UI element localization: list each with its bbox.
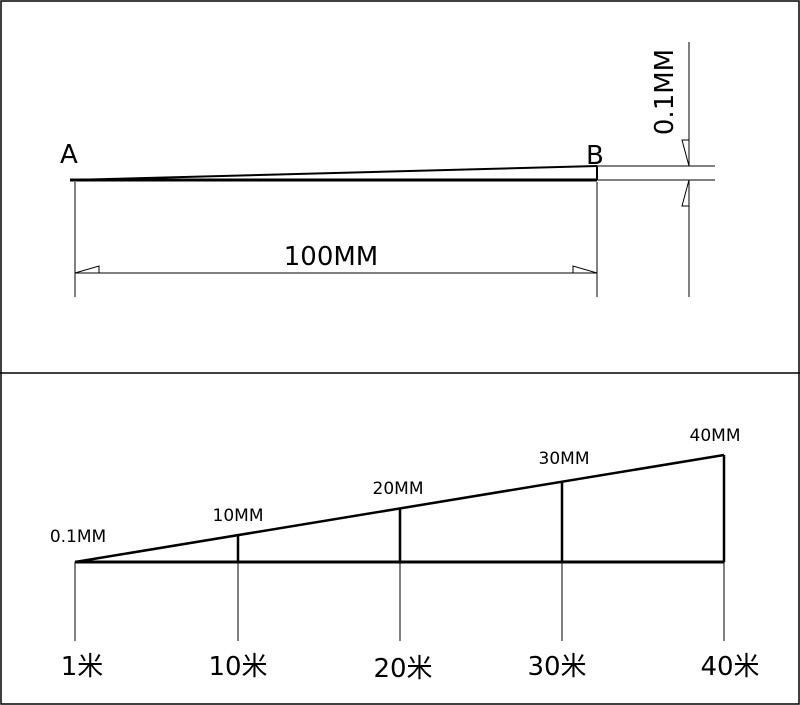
point-b-label: B xyxy=(586,141,604,171)
height-label-4: 40MM xyxy=(690,426,741,446)
distance-label-1: 10米 xyxy=(208,652,267,682)
bottom-panel: 0.1MM 10MM 20MM 30MM 40MM 1米 10米 20米 30米… xyxy=(50,426,760,684)
wedge-slope-line xyxy=(69,165,598,181)
height-arrow-top xyxy=(681,139,690,167)
distance-label-3: 30米 xyxy=(527,652,586,682)
length-arrow-right xyxy=(572,265,598,274)
distance-label-2: 20米 xyxy=(373,654,432,684)
height-label-3: 30MM xyxy=(539,449,590,469)
distance-label-0: 1米 xyxy=(61,652,104,682)
top-panel: A B 100MM 0.1MM xyxy=(60,42,715,297)
height-label-2: 20MM xyxy=(373,479,424,499)
height-arrow-bottom xyxy=(681,179,690,207)
length-label: 100MM xyxy=(284,242,379,272)
height-label-1: 10MM xyxy=(213,506,264,526)
length-arrow-left xyxy=(74,265,100,274)
height-label: 0.1MM xyxy=(650,49,680,135)
height-label-0: 0.1MM xyxy=(50,527,106,547)
distance-label-4: 40米 xyxy=(700,652,759,682)
point-a-label: A xyxy=(60,140,78,170)
